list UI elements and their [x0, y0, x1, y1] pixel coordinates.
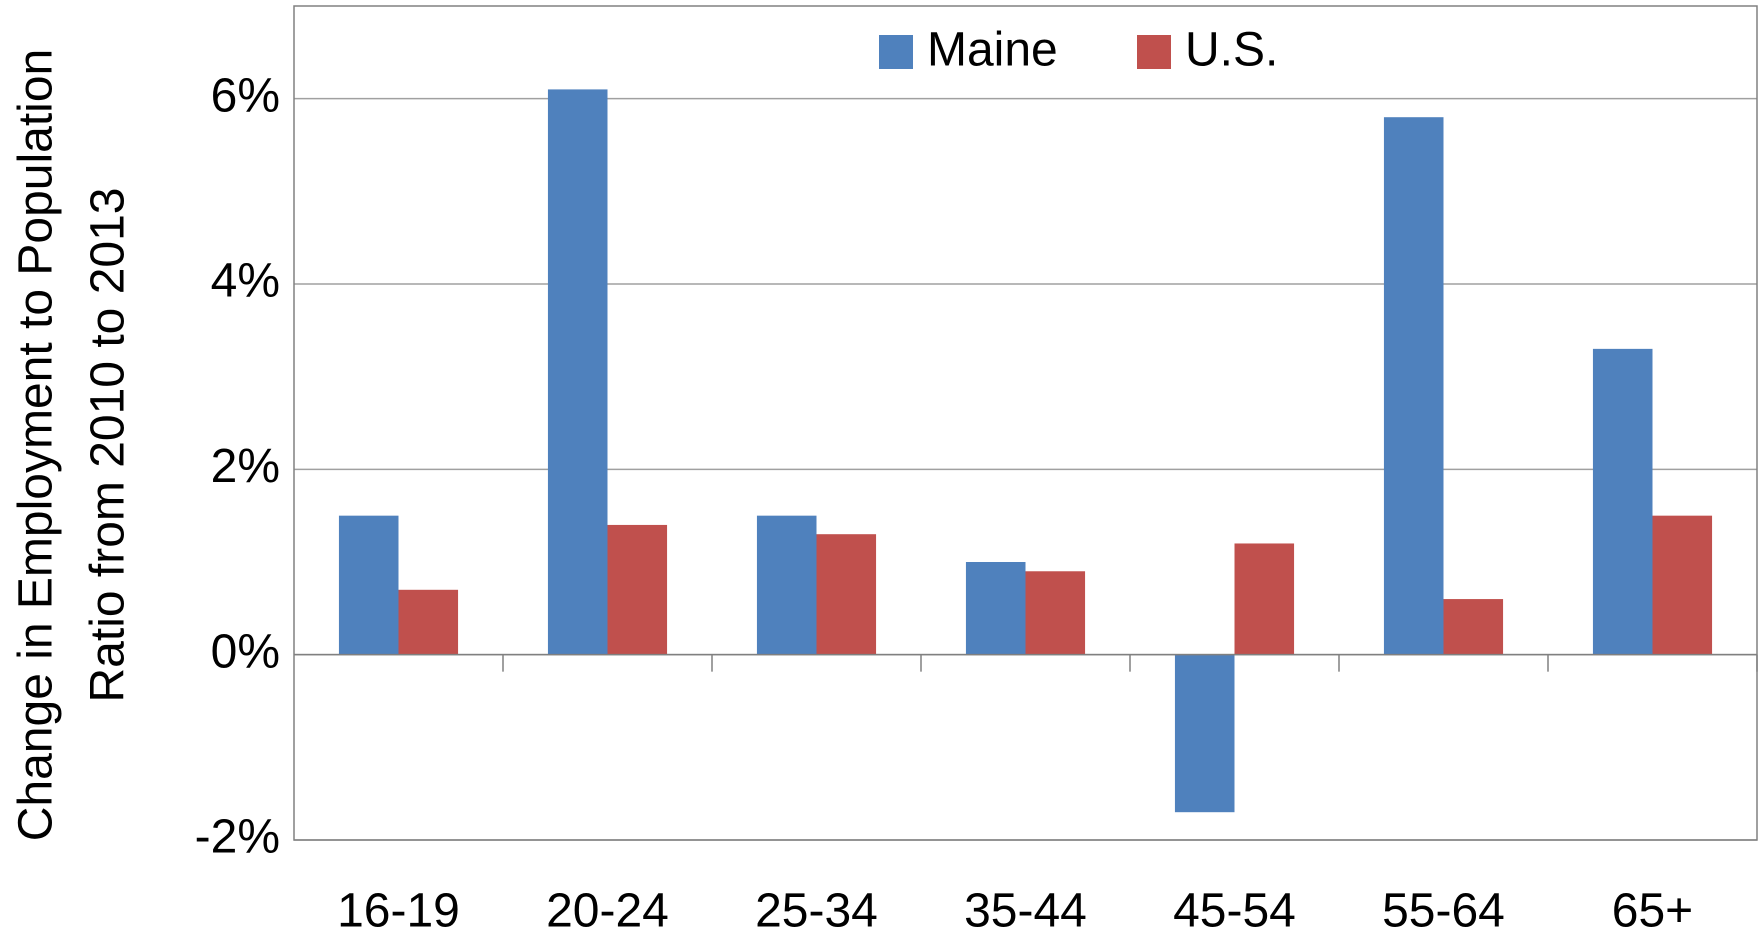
bar: [756, 515, 817, 655]
bar: [338, 515, 399, 655]
y-tick-label: 4%: [211, 255, 280, 308]
bar: [1592, 348, 1653, 655]
bar: [965, 562, 1026, 655]
legend-label: Maine: [927, 24, 1058, 77]
legend-swatch: [1137, 35, 1171, 69]
y-axis-title-line: Ratio from 2010 to 2013: [82, 188, 135, 703]
x-tick-label: 16-19: [337, 885, 460, 938]
x-tick-label: 25-34: [755, 885, 878, 938]
y-axis-title-line: Change in Employment to Population: [10, 49, 63, 842]
bar: [1652, 515, 1713, 655]
y-tick-label: -2%: [195, 811, 280, 864]
plot-frame: [293, 5, 1758, 841]
y-tick-label: 2%: [211, 440, 280, 493]
bar: [1025, 571, 1086, 655]
x-tick-label: 35-44: [964, 885, 1087, 938]
x-tick-label: 45-54: [1173, 885, 1296, 938]
x-tick-label: 65+: [1612, 885, 1693, 938]
bar: [816, 534, 877, 655]
y-axis-title: Change in Employment to Population Ratio…: [10, 49, 135, 842]
bar: [607, 524, 668, 655]
bar: [1234, 543, 1295, 655]
x-tick-label: 20-24: [546, 885, 669, 938]
bar: [547, 89, 608, 655]
bar: [398, 589, 459, 655]
legend-swatch: [879, 35, 913, 69]
legend-label: U.S.: [1185, 24, 1278, 77]
bar: [1383, 117, 1444, 655]
y-tick-label: 0%: [211, 625, 280, 678]
bar: [1443, 599, 1504, 655]
bar: [1174, 654, 1235, 813]
y-tick-label: 6%: [211, 69, 280, 122]
x-tick-label: 55-64: [1382, 885, 1505, 938]
